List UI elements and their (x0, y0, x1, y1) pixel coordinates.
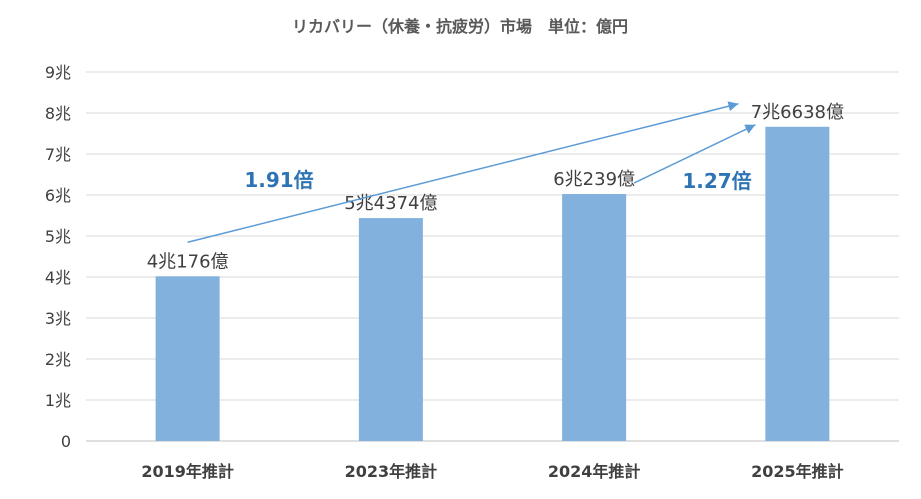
data-label: 7兆6638億 (751, 102, 844, 123)
y-tick-label: 9兆 (45, 63, 71, 82)
data-labels: 4兆176億 5兆4374億 6兆239億 7兆6638億 (147, 102, 844, 272)
bar (562, 194, 627, 441)
growth-annotation: 1.91倍 (244, 168, 313, 192)
y-tick-label: 3兆 (45, 309, 71, 328)
x-axis-ticks: 2019年推計 2023年推計 2024年推計 2025年推計 (141, 462, 843, 481)
chart-title: リカバリー（休養・抗疲労）市場 単位：億円 (292, 17, 628, 36)
data-label: 6兆239億 (553, 169, 635, 190)
bar (358, 218, 423, 441)
y-tick-label: 7兆 (45, 145, 71, 164)
y-axis-ticks: 0 1兆 2兆 3兆 4兆 5兆 6兆 7兆 8兆 9兆 (45, 63, 71, 451)
growth-arrows: 1.91倍 1.27倍 (187, 101, 756, 244)
data-label: 5兆4374億 (344, 193, 437, 214)
bar (155, 276, 220, 441)
x-tick-label: 2019年推計 (141, 462, 234, 481)
y-tick-label: 2兆 (45, 350, 71, 369)
gridlines (86, 71, 899, 442)
growth-arrow (633, 124, 756, 184)
y-tick-label: 4兆 (45, 268, 71, 287)
x-tick-label: 2024年推計 (548, 462, 641, 481)
y-tick-label: 1兆 (45, 391, 71, 410)
y-tick-label: 0 (61, 432, 71, 451)
data-label: 4兆176億 (147, 251, 229, 272)
bar (765, 126, 830, 441)
x-tick-label: 2023年推計 (345, 462, 438, 481)
y-tick-label: 6兆 (45, 186, 71, 205)
growth-annotation: 1.27倍 (682, 169, 751, 193)
y-tick-label: 8兆 (45, 104, 71, 123)
y-tick-label: 5兆 (45, 227, 71, 246)
x-tick-label: 2025年推計 (751, 462, 844, 481)
bars (155, 126, 830, 441)
growth-arrow (187, 101, 739, 244)
